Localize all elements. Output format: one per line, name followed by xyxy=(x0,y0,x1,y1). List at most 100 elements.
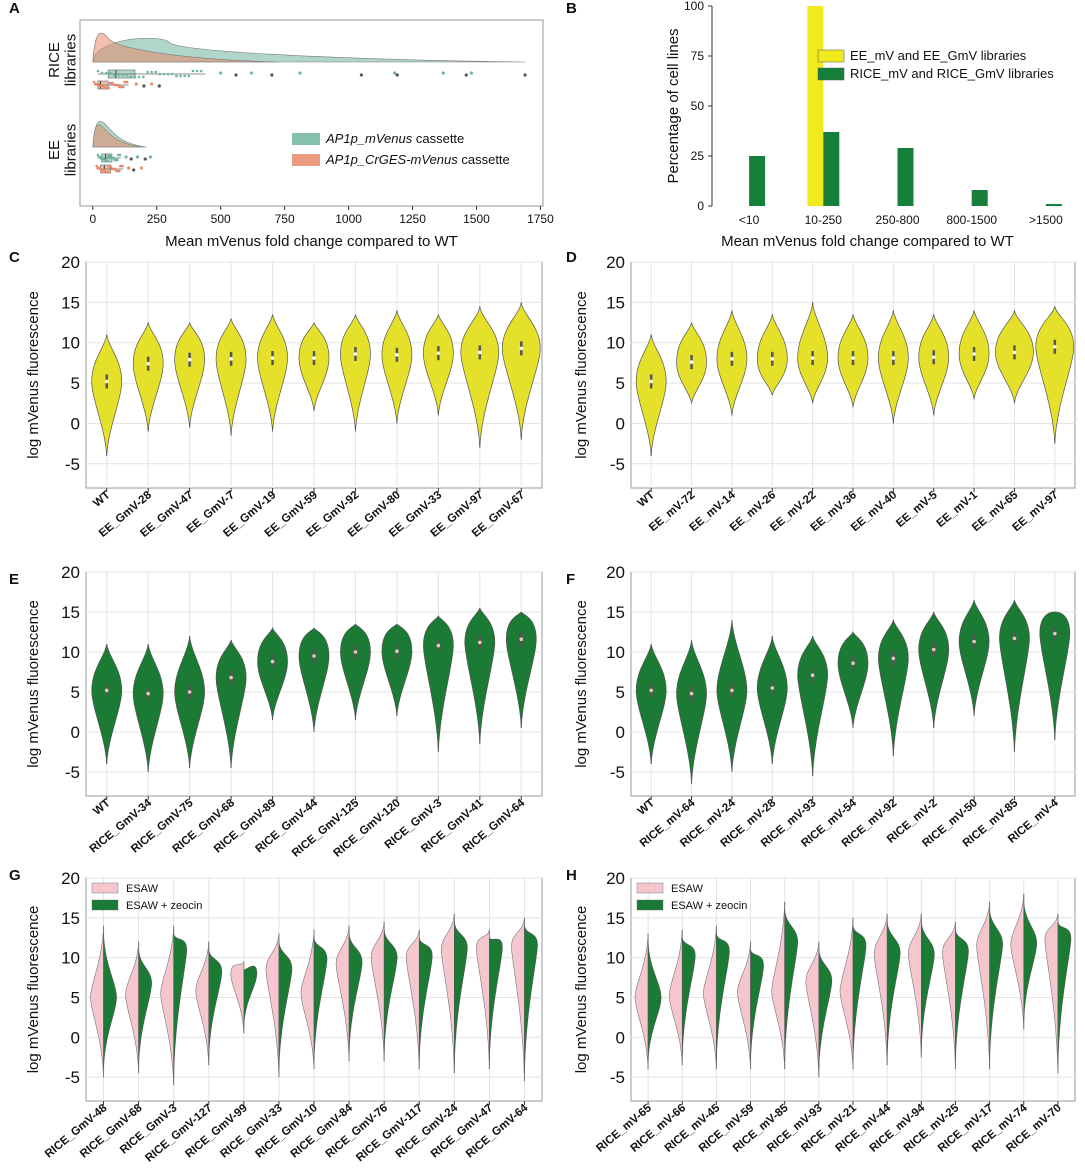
outlier-point xyxy=(464,73,468,77)
y-axis-title: log mVenus fluorescence xyxy=(573,906,590,1074)
legend-swatch xyxy=(636,899,664,911)
y-axis-title: log mVenus fluorescence xyxy=(25,600,42,768)
violin-median xyxy=(270,659,275,664)
outlier-point xyxy=(124,155,128,159)
violin xyxy=(174,322,205,428)
violin-median xyxy=(851,661,855,665)
x-tick-label: RICE_GmV-99 xyxy=(183,1102,249,1160)
bar xyxy=(749,156,766,206)
outlier-point xyxy=(234,73,238,77)
violin-esaw xyxy=(634,933,649,1070)
bar xyxy=(897,148,914,206)
panel-a: 0 250 500 750 1000 1250 1500 1750 Mean mVenus fo… xyxy=(46,19,554,250)
data-point xyxy=(108,81,112,85)
violin xyxy=(340,314,371,432)
data-point xyxy=(121,73,124,77)
violin-median xyxy=(730,688,734,693)
violin-zeocin xyxy=(313,937,328,1062)
violin xyxy=(174,635,205,769)
violin-zeocin xyxy=(489,937,503,1062)
panel-d: -5 0 5 10 15 20 log mVenus fluorescence WT EE_mV… xyxy=(573,253,1076,534)
outlier-point xyxy=(298,71,302,75)
violin xyxy=(91,643,123,765)
outlier-point xyxy=(134,82,138,86)
violin-median xyxy=(1012,636,1017,641)
y-tick-label: 5 xyxy=(71,988,80,1007)
data-point xyxy=(97,155,101,159)
violin xyxy=(298,627,330,733)
outlier-point xyxy=(150,82,154,86)
data-point xyxy=(199,69,203,73)
outlier-point xyxy=(132,168,136,172)
violin-esaw xyxy=(668,929,683,1066)
outlier-point xyxy=(219,71,223,75)
violin-zeocin xyxy=(955,929,969,1062)
data-point xyxy=(109,71,112,75)
violin-zeocin xyxy=(348,933,363,1054)
y-tick-label: 0 xyxy=(616,414,625,433)
violin-esaw xyxy=(1010,893,1025,1030)
legend-label: ESAW + zeocin xyxy=(671,900,747,912)
group-label: EElibraries xyxy=(46,124,80,177)
y-axis-title: log mVenus fluorescence xyxy=(573,600,590,768)
outlier-point xyxy=(393,71,397,75)
violin xyxy=(215,639,247,769)
y-tick-label: 50 xyxy=(691,99,705,113)
group-label-line: RICE xyxy=(46,42,63,78)
y-tick-label: 0 xyxy=(697,199,704,213)
violin-zeocin xyxy=(208,949,223,1058)
violin-esaw xyxy=(703,925,717,1070)
violin-median xyxy=(689,360,694,364)
panel-letter-C: C xyxy=(9,249,20,266)
outlier-point xyxy=(148,155,152,159)
group-label-line: libraries xyxy=(63,124,80,177)
violin xyxy=(381,623,413,717)
y-tick-label: -5 xyxy=(65,763,80,782)
y-axis-title: log mVenus fluorescence xyxy=(25,906,42,1074)
y-tick-label: 20 xyxy=(61,563,80,582)
y-tick-label: 15 xyxy=(61,909,80,928)
x-tick-label: WT xyxy=(91,489,112,510)
violin-median xyxy=(436,643,441,648)
violin-median xyxy=(689,691,694,696)
violin-esaw xyxy=(90,925,104,1078)
data-point xyxy=(119,164,122,168)
legend-label: ESAW xyxy=(671,883,704,895)
data-point xyxy=(137,75,141,79)
x-tick-label: 1500 xyxy=(463,212,490,226)
x-tick-label: 250 xyxy=(147,212,167,226)
violin xyxy=(837,630,869,729)
violin-median xyxy=(931,647,936,652)
violin-esaw xyxy=(265,933,280,1078)
violin-zeocin xyxy=(524,925,538,1074)
data-point xyxy=(107,154,110,158)
legend-label: ESAW + zeocin xyxy=(126,900,202,912)
outlier-point xyxy=(127,166,131,170)
x-tick-label: 1250 xyxy=(399,212,426,226)
x-tick-label: RICE_GmV-47 xyxy=(429,1102,495,1160)
data-point xyxy=(103,170,107,174)
y-tick-label: 20 xyxy=(606,563,625,582)
x-tick-label: EE_mV-5 xyxy=(894,489,940,530)
x-tick-label: 1000 xyxy=(335,212,362,226)
data-point xyxy=(96,166,99,170)
data-point xyxy=(114,169,118,173)
outlier-point xyxy=(139,166,143,170)
violin-median xyxy=(478,350,482,355)
violin-zeocin xyxy=(989,909,1003,1062)
violin xyxy=(797,635,828,777)
data-point xyxy=(113,73,116,77)
violin-zeocin xyxy=(103,933,117,1070)
violin-zeocin xyxy=(921,921,935,1050)
violin-median xyxy=(187,357,192,362)
violin xyxy=(878,310,909,424)
violin-zeocin xyxy=(647,941,662,1062)
violin-median xyxy=(395,353,399,357)
violin-esaw xyxy=(300,929,315,1070)
data-point xyxy=(123,80,126,84)
outlier-point xyxy=(441,71,445,75)
outlier-point xyxy=(523,73,527,77)
violin-esaw xyxy=(771,901,785,1070)
violin-esaw xyxy=(230,961,245,1034)
